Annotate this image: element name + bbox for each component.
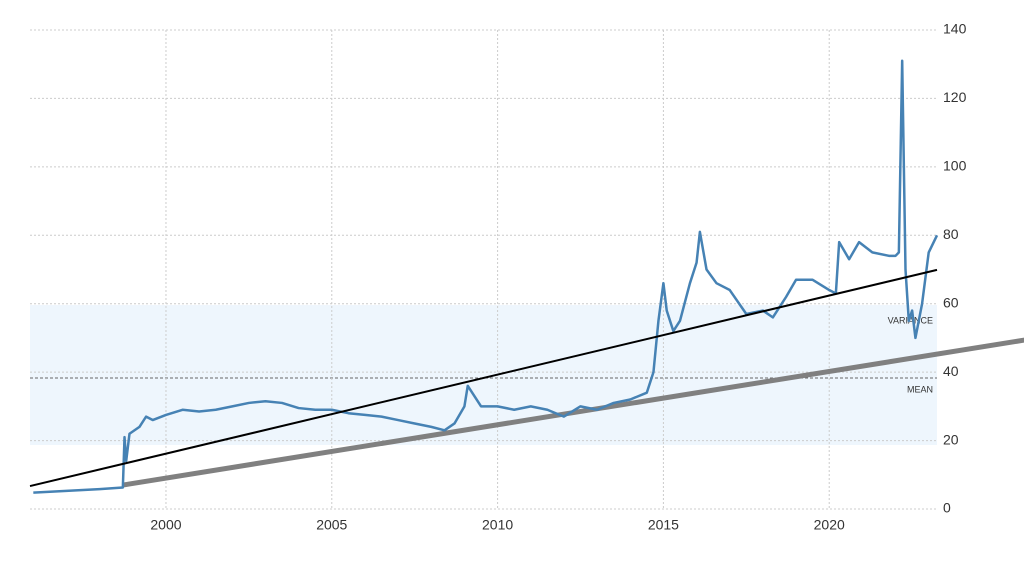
y-tick-label: 60 (943, 294, 959, 310)
y-tick-label: 0 (943, 500, 951, 516)
y-tick-label: 80 (943, 226, 959, 242)
x-tick-label: 2010 (482, 517, 513, 533)
variance-label: VARIANCE (888, 315, 933, 325)
price-line (33, 59, 939, 494)
variance-band (30, 305, 937, 446)
y-tick-label: 20 (943, 431, 959, 447)
y-tick-label: 40 (943, 363, 959, 379)
x-tick-label: 2020 (814, 517, 845, 533)
y-tick-label: 140 (943, 21, 967, 37)
y-tick-label: 120 (943, 89, 967, 105)
mean-trend-line (122, 337, 1024, 488)
y-tick-label: 100 (943, 158, 967, 174)
x-tick-label: 2005 (316, 517, 347, 533)
mean-label: MEAN (907, 384, 933, 394)
x-tick-label: 2015 (648, 517, 679, 533)
x-tick-label: 2000 (150, 517, 181, 533)
trend-line (29, 268, 938, 488)
